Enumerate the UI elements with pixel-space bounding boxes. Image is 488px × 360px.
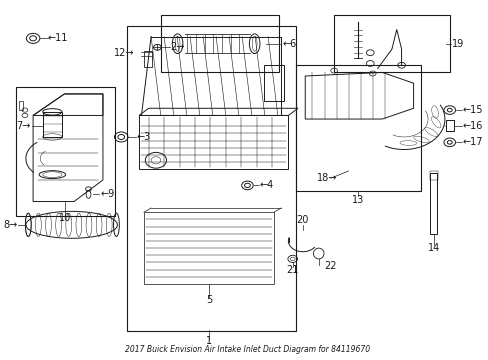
Bar bbox=[127, 26, 295, 330]
Text: 1: 1 bbox=[205, 336, 211, 346]
Bar bbox=[429, 173, 436, 234]
Text: 12→: 12→ bbox=[114, 48, 134, 58]
Text: ←6: ←6 bbox=[282, 39, 296, 49]
Text: 10: 10 bbox=[59, 213, 71, 222]
Text: 18→: 18→ bbox=[317, 173, 337, 183]
Text: ←17: ←17 bbox=[461, 138, 482, 147]
Bar bbox=[161, 15, 278, 72]
Text: 5: 5 bbox=[205, 295, 212, 305]
Bar bbox=[19, 101, 22, 110]
Text: 13: 13 bbox=[351, 195, 364, 205]
Bar bbox=[333, 15, 449, 72]
Text: 2→: 2→ bbox=[170, 42, 184, 52]
Text: 14: 14 bbox=[427, 243, 439, 253]
Text: 8→: 8→ bbox=[3, 220, 17, 230]
Bar bbox=[295, 65, 420, 191]
Text: ←16: ←16 bbox=[461, 121, 482, 131]
Text: 7→: 7→ bbox=[16, 121, 31, 131]
Bar bbox=[428, 171, 437, 180]
Text: ←15: ←15 bbox=[461, 105, 482, 115]
Bar bbox=[16, 87, 115, 216]
Bar bbox=[143, 51, 151, 67]
Text: 20: 20 bbox=[296, 215, 308, 225]
Text: ←9: ←9 bbox=[100, 189, 114, 199]
Bar bbox=[264, 65, 283, 101]
Text: 21: 21 bbox=[286, 265, 298, 275]
Text: ←11: ←11 bbox=[47, 33, 68, 43]
Bar bbox=[143, 212, 273, 284]
Text: 22: 22 bbox=[324, 261, 336, 271]
Bar bbox=[42, 112, 62, 137]
Text: ←3: ←3 bbox=[136, 132, 151, 142]
Text: 2017 Buick Envision Air Intake Inlet Duct Diagram for 84119670: 2017 Buick Envision Air Intake Inlet Duc… bbox=[124, 345, 369, 354]
Text: 19: 19 bbox=[451, 39, 464, 49]
Text: ←4: ←4 bbox=[260, 180, 274, 190]
Bar bbox=[139, 116, 288, 169]
Bar bbox=[445, 120, 453, 131]
